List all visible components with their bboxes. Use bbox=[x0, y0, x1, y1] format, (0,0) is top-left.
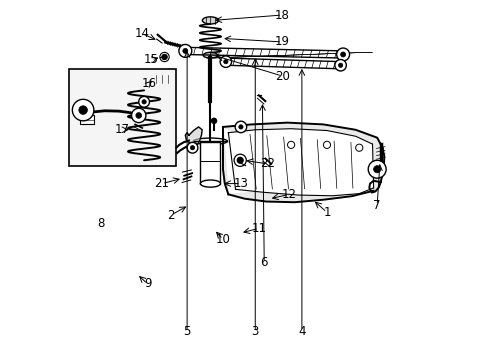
Circle shape bbox=[338, 63, 342, 67]
Circle shape bbox=[340, 52, 345, 57]
Text: 5: 5 bbox=[183, 325, 190, 338]
Circle shape bbox=[131, 108, 145, 123]
Circle shape bbox=[139, 96, 149, 107]
Text: 8: 8 bbox=[97, 217, 104, 230]
Bar bbox=[80, 116, 94, 124]
Circle shape bbox=[136, 113, 142, 118]
Circle shape bbox=[235, 121, 246, 133]
Text: 3: 3 bbox=[251, 325, 259, 338]
Circle shape bbox=[336, 48, 349, 61]
Text: 2: 2 bbox=[167, 209, 174, 222]
FancyBboxPatch shape bbox=[69, 69, 176, 166]
Circle shape bbox=[187, 142, 198, 153]
Circle shape bbox=[183, 48, 187, 53]
Bar bbox=[200, 142, 220, 184]
Text: 1: 1 bbox=[323, 206, 330, 219]
Polygon shape bbox=[228, 129, 373, 196]
Ellipse shape bbox=[157, 77, 166, 81]
Text: 4: 4 bbox=[298, 325, 305, 338]
Circle shape bbox=[179, 44, 191, 57]
Ellipse shape bbox=[202, 17, 218, 24]
Circle shape bbox=[334, 59, 346, 71]
Circle shape bbox=[72, 99, 94, 121]
Circle shape bbox=[373, 166, 380, 173]
Circle shape bbox=[79, 106, 87, 114]
Text: 13: 13 bbox=[233, 177, 248, 190]
Polygon shape bbox=[223, 123, 384, 202]
Circle shape bbox=[367, 160, 386, 178]
Polygon shape bbox=[185, 127, 202, 145]
Text: 16: 16 bbox=[142, 77, 157, 90]
Text: 19: 19 bbox=[274, 35, 289, 49]
Ellipse shape bbox=[200, 180, 220, 187]
Circle shape bbox=[238, 125, 243, 129]
Circle shape bbox=[162, 54, 167, 60]
Text: 10: 10 bbox=[215, 233, 230, 246]
Text: 15: 15 bbox=[143, 53, 159, 66]
Text: 14: 14 bbox=[135, 27, 149, 40]
Circle shape bbox=[220, 56, 231, 67]
Text: 6: 6 bbox=[260, 256, 267, 269]
Text: 21: 21 bbox=[154, 177, 169, 190]
Circle shape bbox=[142, 100, 146, 104]
Text: 12: 12 bbox=[281, 188, 296, 201]
Text: 22: 22 bbox=[260, 157, 275, 170]
Circle shape bbox=[287, 141, 294, 148]
Ellipse shape bbox=[152, 75, 171, 83]
Circle shape bbox=[223, 59, 227, 64]
Circle shape bbox=[355, 144, 362, 151]
Text: 20: 20 bbox=[274, 69, 289, 82]
Text: 18: 18 bbox=[274, 9, 289, 22]
Text: 9: 9 bbox=[143, 278, 151, 291]
Text: 11: 11 bbox=[251, 222, 266, 235]
Circle shape bbox=[190, 145, 194, 150]
Circle shape bbox=[210, 118, 217, 124]
Circle shape bbox=[323, 141, 330, 148]
Text: 7: 7 bbox=[373, 199, 380, 212]
Ellipse shape bbox=[203, 52, 217, 58]
Ellipse shape bbox=[193, 138, 227, 144]
Text: 17: 17 bbox=[115, 123, 130, 136]
Circle shape bbox=[236, 157, 244, 164]
